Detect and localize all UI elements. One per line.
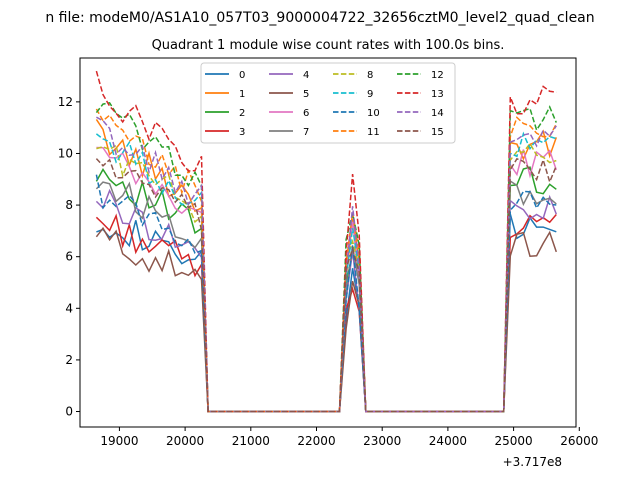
axes-frame xyxy=(79,57,577,428)
x-tick-label: 24000 xyxy=(429,434,467,448)
legend-label-3: 3 xyxy=(239,127,245,138)
y-tick-label: 4 xyxy=(65,301,73,315)
x-tick-label: 22000 xyxy=(297,434,335,448)
y-axis: 0 2 4 6 8 10 12 xyxy=(58,95,80,419)
chart-title: Quadrant 1 module wise count rates with … xyxy=(152,38,505,53)
legend-label-4: 4 xyxy=(303,70,309,81)
legend-label-12: 12 xyxy=(431,70,444,81)
legend-box xyxy=(200,62,456,144)
y-tick-label: 6 xyxy=(65,250,73,264)
figure-suptitle: n file: modeM0/AS1A10_057T03_9000004722_… xyxy=(45,10,594,26)
y-tick-label: 2 xyxy=(65,353,73,367)
x-tick-label: 19000 xyxy=(100,434,138,448)
x-tick-label: 20000 xyxy=(166,434,204,448)
x-tick-label: 21000 xyxy=(232,434,270,448)
plot-area: 19000 20000 21000 22000 23000 24000 25000 26000… xyxy=(58,57,598,469)
legend-label-14: 14 xyxy=(431,108,444,119)
legend-label-6: 6 xyxy=(303,108,309,119)
y-tick-label: 12 xyxy=(58,95,73,109)
legend-label-5: 5 xyxy=(303,89,309,100)
legend-label-7: 7 xyxy=(303,127,309,138)
x-axis: 19000 20000 21000 22000 23000 24000 25000 26000 xyxy=(100,427,598,448)
legend-label-11: 11 xyxy=(367,127,380,138)
series-line-15 xyxy=(95,157,557,413)
x-offset-label: +3.717e8 xyxy=(503,455,562,469)
legend-label-0: 0 xyxy=(239,70,245,81)
legend-label-2: 2 xyxy=(239,108,245,119)
legend-label-10: 10 xyxy=(367,108,380,119)
y-tick-label: 0 xyxy=(65,405,73,419)
y-tick-label: 10 xyxy=(58,146,73,160)
legend-label-1: 1 xyxy=(239,89,245,100)
series-layer xyxy=(95,70,558,413)
legend-label-9: 9 xyxy=(367,89,373,100)
x-tick-label: 26000 xyxy=(560,434,598,448)
series-line-14 xyxy=(96,116,557,413)
legend-label-15: 15 xyxy=(431,127,444,138)
x-tick-label: 23000 xyxy=(363,434,401,448)
legend-label-8: 8 xyxy=(367,70,373,81)
legend-label-13: 13 xyxy=(431,89,444,100)
x-tick-label: 25000 xyxy=(494,434,532,448)
y-tick-label: 8 xyxy=(65,198,73,212)
